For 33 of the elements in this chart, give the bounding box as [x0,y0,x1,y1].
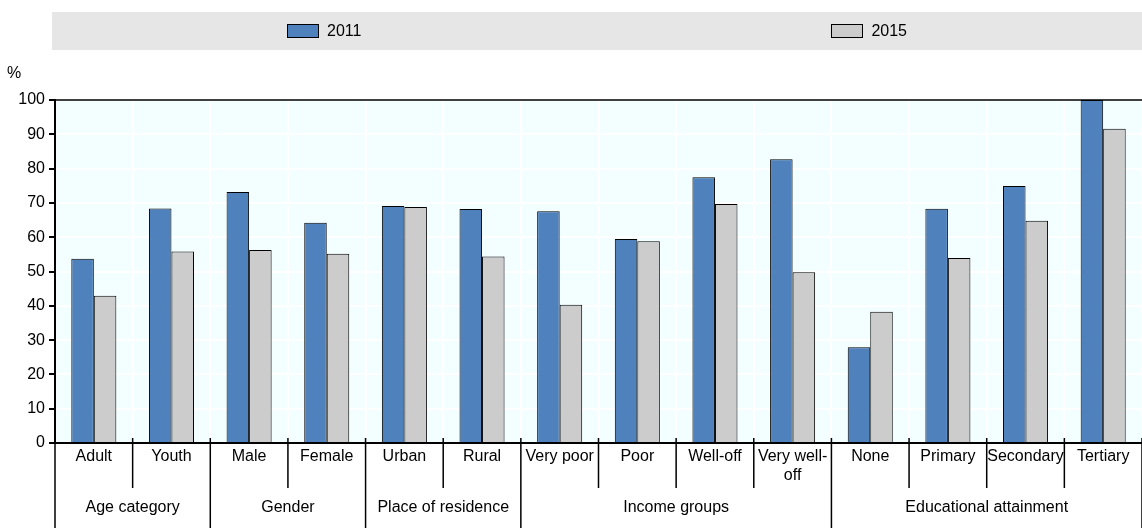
x-tick-label: Very well-off [757,447,828,484]
x-tick-label: Well-off [688,447,743,465]
y-tick-label: 50 [27,261,46,279]
y-axis-title: % [6,64,22,82]
x-tick-label: Primary [920,447,976,465]
x-tick-label: Female [300,447,354,465]
x-tick-label: Secondary [987,447,1064,465]
y-tick-label: 60 [27,227,46,245]
text: Income groups [623,498,730,516]
y-tick-label: 90 [27,124,46,142]
y-tick-label: 10 [27,399,46,417]
x-tick-label: Male [231,447,267,465]
y-tick-label: 20 [27,364,46,382]
y-tick-label: 30 [27,330,46,348]
x-tick-label: Tertiary [1076,447,1130,465]
x-tick-label: Youth [151,447,192,465]
legend-label: 2011 [327,22,362,40]
y-tick-label: 100 [18,90,46,108]
x-tick-label: None [851,447,890,465]
x-tick-label: Urban [382,447,427,465]
legend-label: 2015 [871,22,907,40]
x-tick-label: Poor [620,447,655,465]
y-tick-label: 70 [27,193,46,211]
text: Gender [261,498,316,516]
x-tick-label: Very poor [525,447,595,465]
text: Age category [85,498,180,516]
y-tick-label: 80 [27,159,46,177]
x-tick-label: Rural [462,447,502,465]
text: Educational attainment [905,498,1069,516]
x-tick-label: Adult [75,447,113,465]
y-tick-label: 40 [27,296,46,314]
y-tick-label: 0 [36,433,46,451]
text: Place of residence [377,498,510,516]
